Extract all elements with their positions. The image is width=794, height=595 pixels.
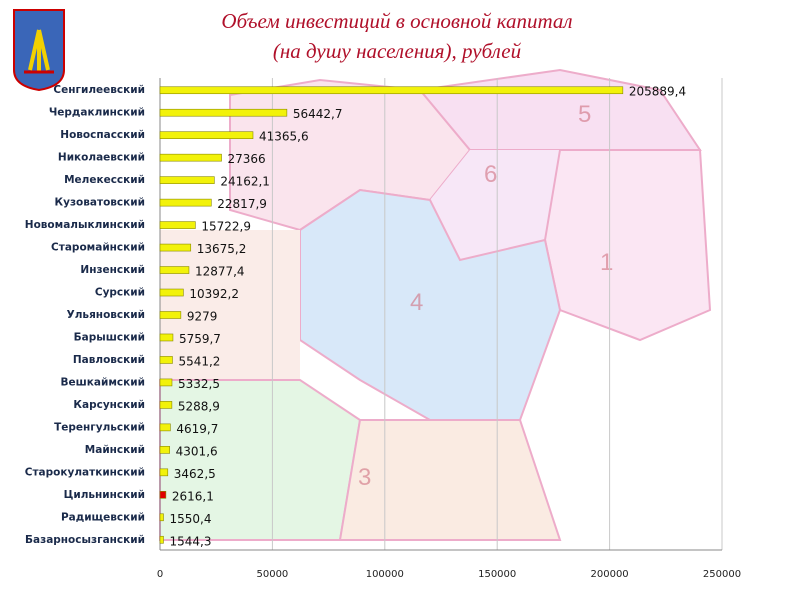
zone-number: 1: [600, 249, 613, 276]
chart-title: (на душу населения), рублей: [273, 39, 522, 63]
bar: [159, 176, 215, 184]
category-label: Новомалыклинский: [25, 219, 145, 231]
zone-number: 3: [358, 464, 371, 491]
value-label: 27366: [228, 152, 266, 166]
bar: [159, 221, 196, 229]
value-label: 5288,9: [178, 399, 220, 413]
map-background: [159, 68, 712, 541]
category-label: Барышский: [74, 331, 145, 343]
category-label: Базарносызганский: [25, 534, 145, 546]
category-label: Карсунский: [73, 399, 145, 411]
bar: [159, 446, 170, 454]
zone-number: 4: [410, 289, 423, 316]
value-label: 22817,9: [217, 197, 267, 211]
bar: [159, 513, 164, 522]
value-label: 2616,1: [172, 489, 214, 503]
bar: [159, 333, 174, 342]
x-tick-label: 0: [157, 569, 163, 580]
value-label: 1550,4: [169, 512, 211, 526]
value-label: 24162,1: [220, 175, 270, 189]
category-label: Цильнинский: [64, 489, 145, 501]
coat-of-arms: [13, 9, 65, 92]
category-label: Новоспасский: [60, 129, 145, 141]
value-label: 13675,2: [197, 242, 247, 256]
value-label: 9279: [187, 310, 218, 324]
category-label: Сурский: [95, 287, 145, 299]
zone-numbers: 5 6 1 4 3: [358, 101, 613, 491]
x-tick-label: 50000: [256, 569, 288, 580]
value-label: 12877,4: [195, 265, 245, 279]
bar: [159, 401, 173, 409]
value-label: 4619,7: [176, 422, 218, 436]
x-tick-label: 200000: [591, 569, 629, 580]
bar: [159, 356, 173, 364]
x-tick-label: 100000: [366, 569, 404, 580]
bar: [159, 243, 192, 252]
value-label: 4301,6: [176, 444, 218, 458]
category-label: Радищевский: [61, 511, 145, 523]
bar: [159, 131, 254, 139]
bar: [159, 288, 184, 297]
category-label: Сенгилеевский: [53, 84, 145, 96]
category-label: Теренгульский: [54, 421, 145, 433]
bar: [159, 423, 171, 432]
bar: [159, 378, 173, 387]
value-label: 5759,7: [179, 332, 221, 346]
bar: [159, 311, 182, 319]
bar: [159, 108, 288, 117]
bar: [159, 535, 164, 544]
zone-number: 5: [578, 101, 591, 128]
category-label: Инзенский: [80, 264, 145, 276]
value-label: 15722,9: [201, 220, 251, 234]
value-label: 5541,2: [178, 354, 220, 368]
value-label: 56442,7: [293, 107, 343, 121]
bar: [159, 153, 222, 162]
chart-title: Объем инвестиций в основной капитал: [221, 9, 572, 33]
category-label: Кузоватовский: [55, 197, 145, 209]
value-label: 1544,3: [169, 534, 211, 548]
x-tick-label: 250000: [703, 569, 741, 580]
category-label: Павловский: [73, 354, 145, 366]
category-label: Мелекесский: [64, 174, 145, 186]
bar: [159, 198, 212, 207]
category-label: Старокулаткинский: [25, 466, 145, 478]
bar: [159, 491, 167, 499]
value-label: 5332,5: [178, 377, 220, 391]
bar: [159, 86, 624, 95]
category-label: Старомайнский: [51, 242, 145, 254]
value-label: 41365,6: [259, 130, 309, 144]
category-label: Ульяновский: [67, 309, 145, 321]
value-label: 10392,2: [189, 287, 239, 301]
category-label: Вешкаймский: [61, 376, 146, 388]
bar: [159, 468, 169, 477]
category-label: Майнский: [85, 444, 145, 456]
value-label: 205889,4: [629, 85, 686, 99]
category-label: Чердаклинский: [49, 107, 145, 119]
value-label: 3462,5: [174, 467, 216, 481]
zone-number: 6: [484, 161, 497, 188]
x-tick-label: 150000: [478, 569, 516, 580]
bar: [159, 266, 190, 274]
category-label: Николаевский: [58, 152, 145, 164]
